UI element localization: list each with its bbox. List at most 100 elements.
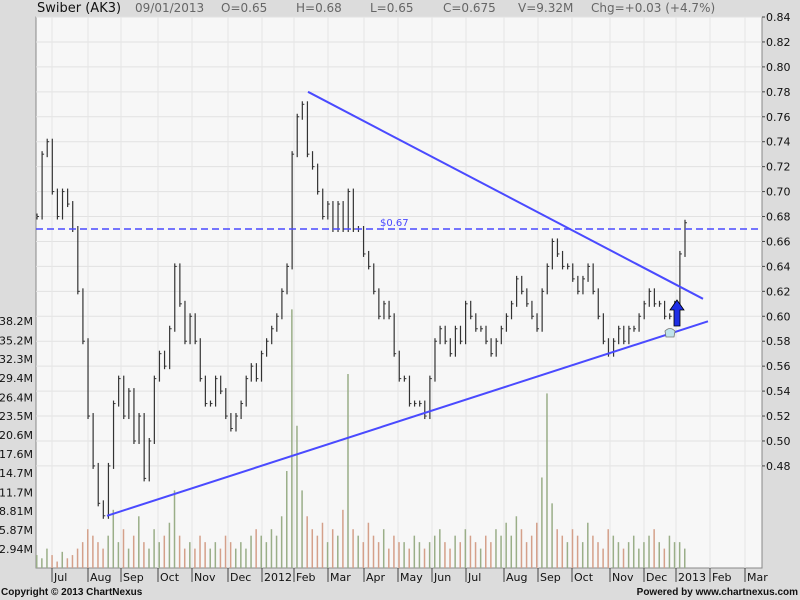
volume-bar — [306, 516, 308, 568]
month-tick-label: Aug — [506, 571, 527, 584]
volume-bar — [684, 548, 686, 568]
volume-bar — [102, 548, 104, 568]
price-tick-label: 0.64 — [766, 260, 791, 273]
volume-bar — [291, 309, 293, 568]
volume-bar — [541, 477, 543, 568]
volume-bar — [41, 558, 43, 568]
volume-bar — [536, 522, 538, 568]
volume-tick-label: 29.4M — [0, 372, 33, 385]
volume-bar — [587, 522, 589, 568]
high-value: H=0.68 — [296, 1, 342, 15]
volume-bar — [168, 522, 171, 568]
volume-bar — [464, 529, 467, 568]
price-tick-label: 0.52 — [766, 410, 791, 423]
volume-bar — [163, 535, 166, 568]
volume-bar — [122, 529, 125, 568]
month-tick-label: 2012 — [264, 571, 292, 584]
volume-bar — [530, 535, 533, 568]
volume-bar — [260, 535, 263, 568]
price-tick-label: 0.78 — [766, 86, 791, 99]
volume-bar — [617, 542, 620, 568]
volume-bar — [433, 535, 436, 568]
volume-tick-label: 5.87M — [0, 524, 33, 537]
upper-trendline — [307, 90, 704, 300]
volume-bar — [270, 529, 273, 568]
month-tick-label: Sep — [540, 571, 561, 584]
volume-bar — [398, 542, 400, 568]
volume-bar — [178, 535, 181, 568]
volume-bar — [326, 542, 329, 568]
volume-bar — [158, 542, 160, 568]
volume-bar — [490, 542, 492, 568]
volume-bar — [301, 490, 303, 568]
volume-bar — [214, 542, 217, 568]
volume-bar — [234, 548, 237, 568]
volume-bar — [240, 542, 242, 568]
volume-bar — [592, 535, 594, 568]
volume-bar — [515, 516, 518, 568]
volume-bar — [495, 529, 497, 568]
volume-bar — [367, 522, 370, 568]
price-tick-label: 0.50 — [766, 435, 791, 448]
month-tick-label: Jul — [467, 571, 481, 584]
volume-bar — [250, 535, 252, 568]
volume-bar — [76, 548, 79, 568]
price-tick-label: 0.56 — [766, 360, 791, 373]
volume-bar — [204, 542, 206, 568]
price-tick-label: 0.48 — [766, 460, 791, 473]
volume-bar — [388, 548, 390, 568]
up-arrow-icon — [669, 299, 685, 327]
volume-bar — [520, 529, 523, 568]
volume-bar — [92, 535, 94, 568]
volume-bar — [56, 561, 58, 568]
volume-bar — [622, 548, 625, 568]
volume-tick-label: 8.81M — [0, 505, 33, 518]
price-tick-label: 0.58 — [766, 335, 791, 348]
volume-bar — [71, 555, 74, 568]
volume-tick-label: 23.5M — [0, 410, 33, 423]
price-tick-label: 0.60 — [766, 310, 791, 323]
price-tick-label: 0.82 — [766, 36, 791, 49]
month-tick-label: Aug — [90, 571, 111, 584]
price-tick-label: 0.84 — [766, 11, 791, 24]
month-tick-label: 2013 — [678, 571, 706, 584]
volume-tick-label: 38.2M — [0, 315, 33, 328]
volume-bar — [449, 548, 451, 568]
month-tick-label: Mar — [747, 571, 768, 584]
volume-bar — [561, 535, 564, 568]
volume-bar — [97, 542, 99, 568]
volume-bar — [627, 542, 630, 568]
volume-bar — [61, 551, 64, 568]
copyright-text: Copyright © 2013 ChartNexus — [1, 587, 143, 598]
volume-bar — [459, 542, 461, 568]
open-value: O=0.65 — [221, 1, 268, 15]
volume-bar — [245, 548, 247, 568]
volume-bar — [505, 522, 507, 568]
powered-by-link[interactable]: Powered by www.chartnexus.com — [636, 587, 798, 598]
volume-bar — [362, 542, 365, 568]
price-tick-label: 0.54 — [766, 385, 791, 398]
volume-bar — [148, 548, 150, 568]
volume-bar — [648, 535, 650, 568]
volume-bar — [439, 529, 441, 568]
plot-area — [35, 16, 763, 569]
month-tick-label: Feb — [712, 571, 731, 584]
volume-bar — [597, 542, 599, 568]
volume-tick-label: 20.6M — [0, 429, 33, 442]
volume-bar — [428, 542, 431, 568]
volume-bar — [209, 548, 211, 568]
trendlines: $0.67 — [36, 90, 762, 517]
volume-bar — [81, 542, 84, 568]
volume-bar — [337, 535, 339, 568]
volume-bar — [138, 516, 140, 568]
volume-bar — [107, 535, 109, 568]
price-tick-label: 0.62 — [766, 285, 791, 298]
volume-bar — [36, 555, 38, 568]
volume-bar — [581, 542, 584, 568]
volume-bar — [479, 548, 482, 568]
volume-bar — [357, 535, 359, 568]
price-tick-label: 0.72 — [766, 161, 791, 174]
volume-bar — [183, 548, 186, 568]
volume-bar — [418, 542, 421, 568]
